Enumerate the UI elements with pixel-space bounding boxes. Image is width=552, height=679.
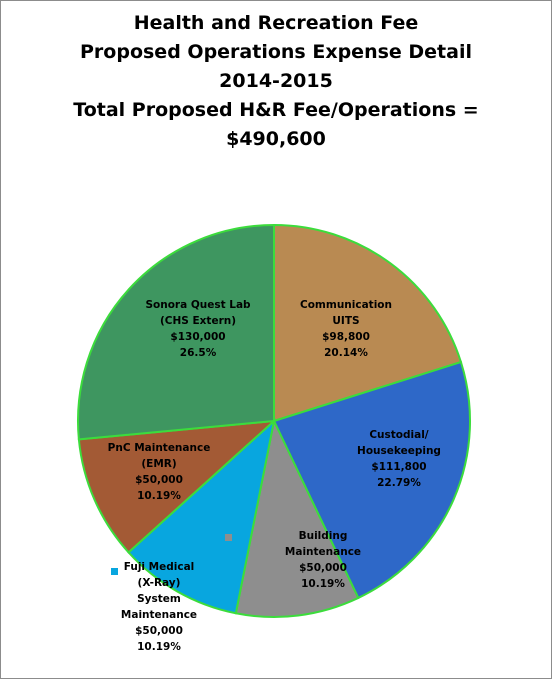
chart-title: Health and Recreation Fee Proposed Opera… xyxy=(1,9,551,154)
pie-slice-1 xyxy=(272,360,471,600)
slice-label-2: Building Maintenance $50,000 10.19% xyxy=(285,530,361,590)
pie-slice-0 xyxy=(273,223,463,423)
slice-label-1: Custodial/Housekeeping $111,800 22.79% xyxy=(357,429,441,489)
building-maintenance-marker xyxy=(225,534,232,541)
title-line-3: 2014-2015 xyxy=(219,70,333,92)
slice-label-4: PnC Maintenance (EMR) $50,000 10.19% xyxy=(108,442,211,502)
pie-slice-3 xyxy=(127,418,276,615)
title-line-1: Health and Recreation Fee xyxy=(133,12,419,34)
title-line-2: Proposed Operations Expense Detail xyxy=(80,41,472,63)
title-line-4: Total Proposed H&R Fee/Operations = xyxy=(73,99,479,121)
title-line-5: $490,600 xyxy=(226,128,326,150)
pie-slice-5 xyxy=(77,223,275,441)
pie-slice-4 xyxy=(77,419,277,554)
slice-label-0: Communication UITS $98,800 20.14% xyxy=(300,299,392,359)
slice-label-3: Fuji Medical (X-Ray) System Maintenance $50,… xyxy=(121,561,197,653)
slice-label-5: Sonora Quest Lab (CHS Extern) $130,000 26.5… xyxy=(145,299,251,359)
pie-slice-2 xyxy=(234,417,360,618)
fuji-medical-marker xyxy=(111,568,118,575)
